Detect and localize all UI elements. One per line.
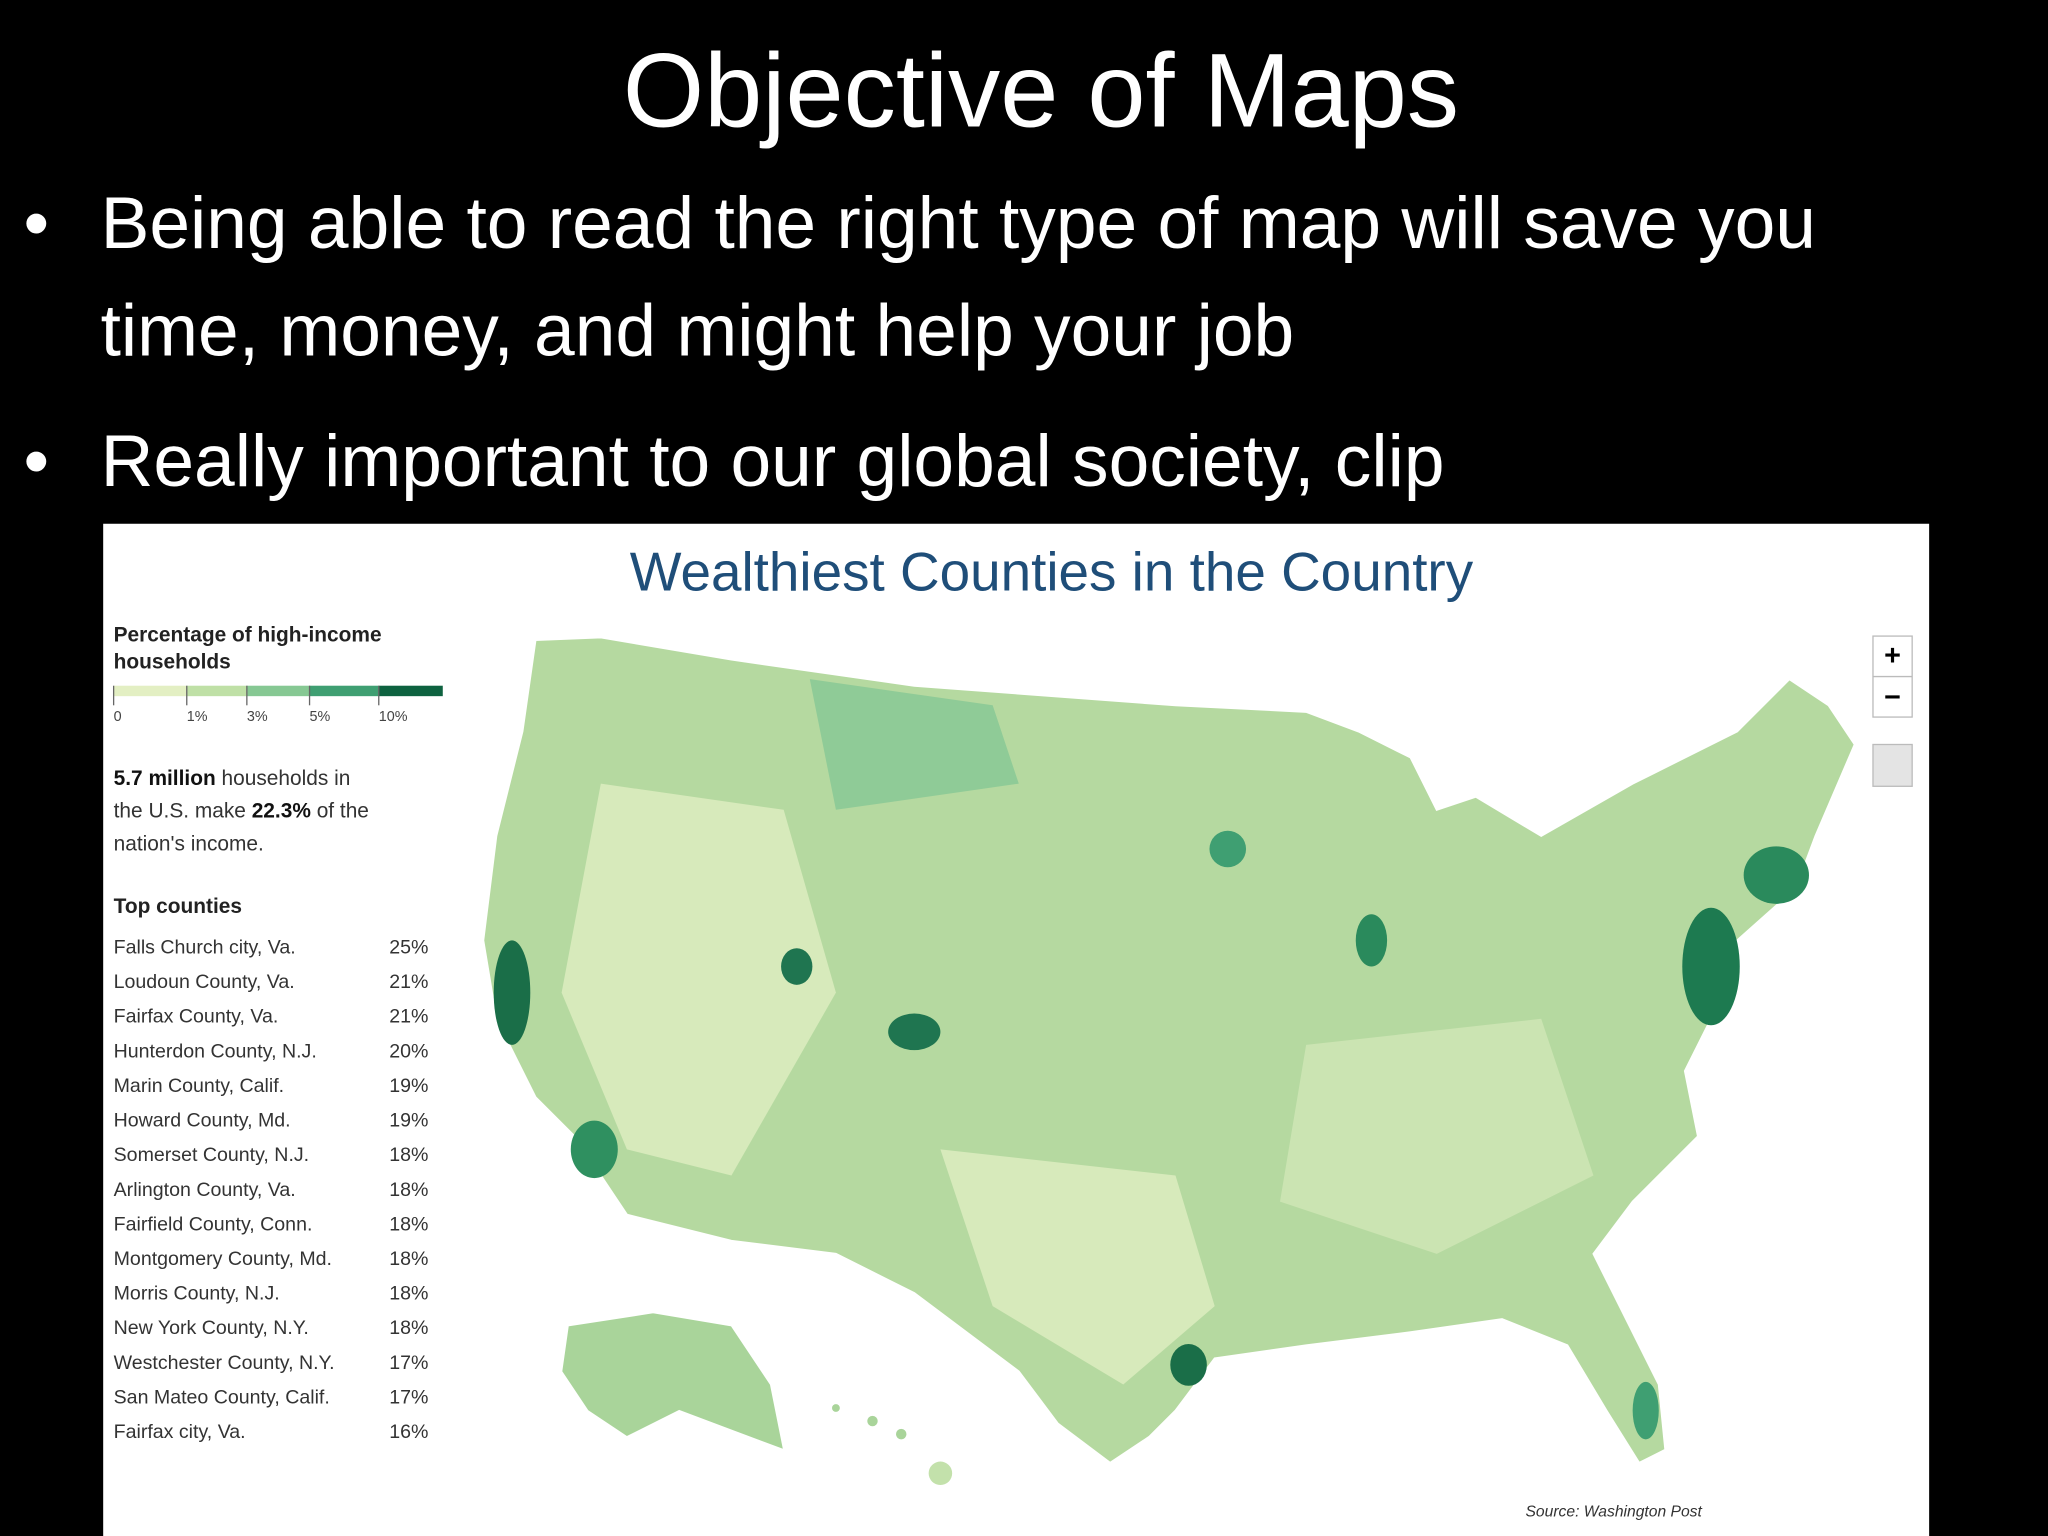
county-name: Loudoun County, Va. (114, 971, 295, 993)
stat-line: 5.7 million households in (114, 767, 351, 790)
stat-part: nation's income. (114, 832, 264, 855)
county-name: Howard County, Md. (114, 1110, 291, 1132)
graphic-title: Wealthiest Counties in the Country (630, 540, 1474, 602)
hawaii (928, 1461, 953, 1486)
bullet-line: Really important to our global society, … (101, 421, 1445, 502)
county-name: New York County, N.Y. (114, 1317, 309, 1339)
legend-tick-label: 3% (247, 709, 268, 725)
county-percent: 18% (389, 1317, 428, 1339)
zoom-in[interactable]: + (1884, 640, 1901, 672)
us-map (482, 636, 1856, 1486)
county-percent: 18% (389, 1144, 428, 1166)
county-percent: 21% (389, 971, 428, 993)
hawaii (867, 1415, 878, 1427)
bullet-line: Being able to read the right type of map… (101, 183, 1816, 264)
county-percent: 16% (389, 1421, 428, 1443)
county-percent: 19% (389, 1110, 428, 1132)
top-heading: Top counties (114, 895, 242, 918)
stat-line: the U.S. make 22.3% of the (114, 800, 369, 823)
legend-swatch (246, 685, 310, 697)
stat-part: 5.7 million (114, 767, 216, 790)
stat-part: 22.3% (252, 800, 312, 823)
county-name: Montgomery County, Md. (114, 1248, 332, 1270)
county-name: Fairfax County, Va. (114, 1006, 279, 1028)
map-hotspot (1170, 1344, 1207, 1386)
county-name: Marin County, Calif. (114, 1075, 284, 1097)
county-name: Morris County, N.J. (114, 1283, 280, 1305)
map-hotspot (888, 1013, 941, 1051)
legend-tick-label: 0 (114, 709, 122, 725)
county-name: San Mateo County, Calif. (114, 1386, 330, 1408)
contiguous-us (482, 636, 1856, 1465)
county-percent: 21% (389, 1006, 428, 1028)
county-name: Westchester County, N.Y. (114, 1352, 335, 1374)
county-percent: 18% (389, 1248, 428, 1270)
map-hotspot (1355, 914, 1388, 967)
county-name: Somerset County, N.J. (114, 1144, 309, 1166)
legend-tick-label: 10% (379, 709, 408, 725)
bullet-line: time, money, and might help your job (101, 290, 1295, 371)
zoom-controls[interactable]: + − (1872, 635, 1913, 787)
legend-swatch (113, 685, 187, 697)
county-percent: 17% (389, 1386, 428, 1408)
map-region (809, 679, 1019, 810)
county-name: Fairfax city, Va. (114, 1421, 246, 1443)
county-percent: 17% (389, 1352, 428, 1374)
source: Source: Washington Post (1525, 1503, 1702, 1520)
legend-title: Percentage of high-income (114, 623, 382, 646)
legend-swatch (186, 685, 247, 697)
stat-line: nation's income. (114, 832, 264, 855)
county-percent: 18% (389, 1213, 428, 1235)
map-hotspot (1632, 1381, 1659, 1440)
county-percent: 20% (389, 1040, 428, 1062)
bullet-list: • Being able to read the right type of ma… (24, 183, 1816, 502)
legend-tick-label: 5% (310, 709, 331, 725)
bullet-dot: • (24, 421, 50, 502)
map-region (1280, 1018, 1594, 1254)
stat-part: of the (311, 800, 369, 823)
map-region (561, 783, 836, 1176)
county-name: Arlington County, Va. (114, 1179, 296, 1201)
map-hotspot (570, 1120, 618, 1179)
stat-part: the U.S. make (114, 800, 252, 823)
bullet-text: Really important to our global society, … (101, 421, 1445, 502)
legend-swatch (309, 685, 379, 697)
legend-swatch (378, 685, 443, 697)
stat-part: households in (216, 767, 351, 790)
bullet-text: Being able to read the right type of map… (101, 183, 1816, 371)
reset-map[interactable] (1872, 743, 1913, 787)
county-percent: 19% (389, 1075, 428, 1097)
map-hotspot (1682, 907, 1740, 1026)
hawaii (832, 1404, 840, 1412)
county-percent: 18% (389, 1179, 428, 1201)
map-hotspot (1743, 846, 1809, 904)
map-hotspot (493, 940, 531, 1045)
legend-tick-label: 1% (187, 709, 208, 725)
side-panel: Percentage of high-income households 0 1% 3%… (112, 623, 428, 1443)
county-percent: 18% (389, 1283, 428, 1305)
map-region (940, 1149, 1215, 1385)
legend-bar (113, 685, 443, 697)
zoom-out[interactable]: − (1884, 682, 1901, 714)
map-hotspot (1209, 830, 1247, 868)
hawaii (896, 1428, 907, 1440)
county-percent: 25% (389, 936, 428, 958)
legend-title: households (114, 651, 231, 674)
county-name: Hunterdon County, N.J. (114, 1040, 317, 1062)
county-name: Fairfield County, Conn. (114, 1213, 313, 1235)
alaska (560, 1311, 785, 1451)
map-hotspot (781, 948, 813, 985)
county-name: Falls Church city, Va. (114, 936, 296, 958)
slide-title: Objective of Maps (623, 33, 1459, 150)
bullet-dot: • (24, 183, 50, 264)
